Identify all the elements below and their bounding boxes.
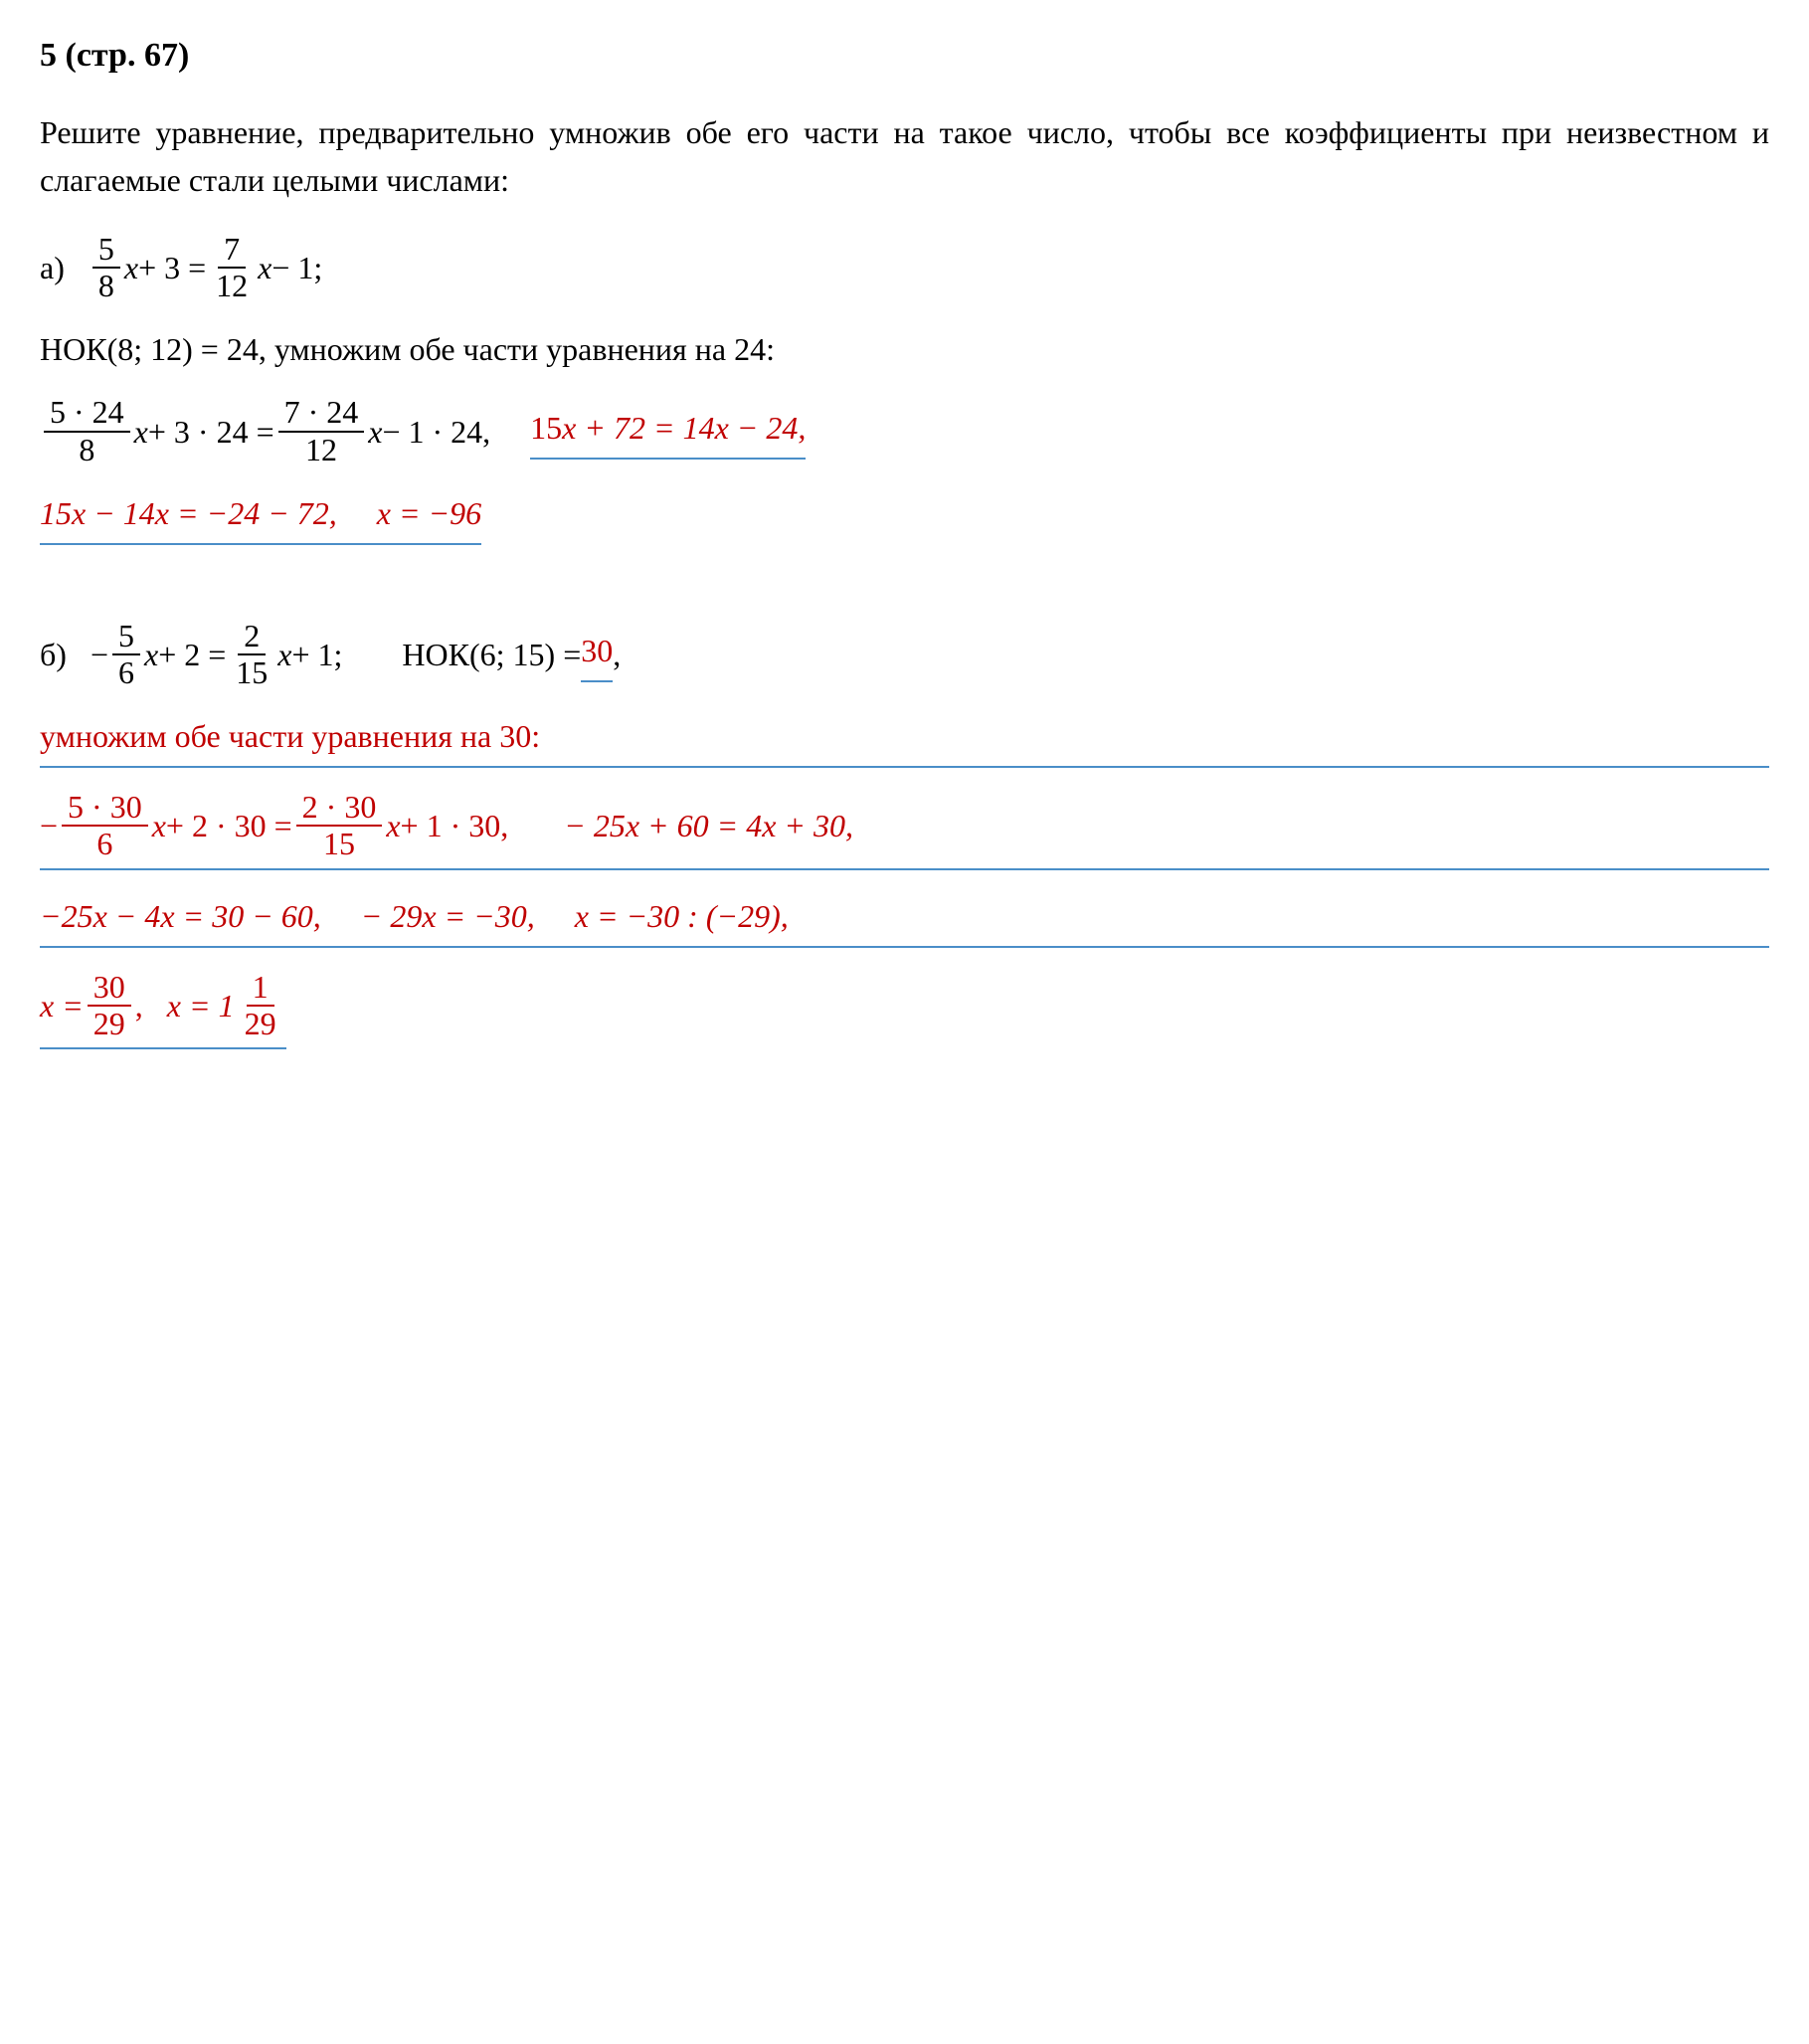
part-a-equation: а) 5 8 x + 3 = 7 12 x − 1; bbox=[40, 232, 1769, 303]
numerator: 2 · 30 bbox=[296, 790, 383, 827]
lcm-value: 30 bbox=[581, 627, 613, 682]
text: − 1 · 24, bbox=[382, 408, 490, 456]
denominator: 6 bbox=[90, 827, 118, 861]
fraction: 2 15 bbox=[230, 619, 273, 690]
denominator: 15 bbox=[317, 827, 361, 861]
answer-fraction: x = 30 29 , x = 1 1 29 bbox=[40, 970, 286, 1049]
text: − 1; bbox=[271, 244, 322, 291]
simplified: − 25x + 60 = 4x + 30, bbox=[564, 808, 853, 843]
denominator: 12 bbox=[210, 269, 254, 303]
fraction: 5 · 24 8 bbox=[44, 395, 130, 466]
fraction: 30 29 bbox=[88, 970, 131, 1041]
text: + 2 = bbox=[158, 631, 226, 678]
page-title: 5 (стр. 67) bbox=[40, 30, 1769, 81]
fraction: 5 6 bbox=[112, 619, 140, 690]
part-b-answers: x = 30 29 , x = 1 1 29 bbox=[40, 970, 1769, 1049]
step: −25x − 4x = 30 − 60, bbox=[40, 898, 321, 934]
fraction: 2 · 30 15 bbox=[296, 790, 383, 861]
text: + 1; bbox=[291, 631, 342, 678]
text: + 2 · 30 = bbox=[166, 802, 292, 849]
step: x = −30 : (−29), bbox=[575, 898, 789, 934]
numerator: 7 bbox=[218, 232, 246, 269]
text: x = 1 bbox=[167, 982, 235, 1029]
text: + 3 · 24 = bbox=[148, 408, 274, 456]
numerator: 2 bbox=[238, 619, 266, 655]
part-b-multiply-note: умножим обе части уравнения на 30: bbox=[40, 712, 1769, 768]
text: x = bbox=[40, 982, 84, 1029]
denominator: 15 bbox=[230, 655, 273, 690]
fraction: 7 · 24 12 bbox=[278, 395, 365, 466]
answer: x = −96 bbox=[377, 495, 481, 531]
denominator: 8 bbox=[92, 269, 120, 303]
variable-x: x bbox=[258, 244, 271, 291]
variable-x: x bbox=[134, 408, 148, 456]
fraction: 5 8 bbox=[92, 232, 120, 303]
part-a-expansion: 5 · 24 8 x + 3 · 24 = 7 · 24 12 x − 1 · … bbox=[40, 395, 1769, 466]
part-b-equation: б) − 5 6 x + 2 = 2 15 x + 1; НОК(6; 15) … bbox=[40, 619, 1769, 690]
variable-x: x bbox=[124, 244, 138, 291]
variable-x: x bbox=[386, 802, 400, 849]
denominator: 6 bbox=[112, 655, 140, 690]
step: 15x − 14x = −24 − 72, x = −96 bbox=[40, 489, 481, 545]
numerator: 5 bbox=[92, 232, 120, 269]
text: 15x − 14x = −24 − 72, bbox=[40, 495, 337, 531]
variable-x: x bbox=[277, 631, 291, 678]
comma: , bbox=[613, 631, 621, 678]
step: − 29x = −30, bbox=[361, 898, 535, 934]
numerator: 1 bbox=[247, 970, 274, 1007]
part-b-expansion: − 5 · 30 6 x + 2 · 30 = 2 · 30 15 x + 1 … bbox=[40, 790, 1769, 869]
part-a-solution: 15x − 14x = −24 − 72, x = −96 bbox=[40, 489, 1769, 545]
numerator: 5 · 30 bbox=[62, 790, 148, 827]
text: x + 72 = 14x − 24, bbox=[562, 410, 806, 446]
variable-x: x bbox=[368, 408, 382, 456]
part-b-label: б) bbox=[40, 631, 67, 678]
text: + 3 = bbox=[138, 244, 206, 291]
part-a-label: а) bbox=[40, 244, 65, 291]
denominator: 12 bbox=[299, 433, 343, 467]
numerator: 5 bbox=[112, 619, 140, 655]
denominator: 29 bbox=[88, 1007, 131, 1041]
numerator: 30 bbox=[88, 970, 131, 1007]
denominator: 29 bbox=[239, 1007, 282, 1041]
part-a-lcm: НОК(8; 12) = 24, умножим обе части уравн… bbox=[40, 325, 1769, 373]
text: 15 bbox=[530, 410, 562, 446]
part-b-steps: −25x − 4x = 30 − 60, − 29x = −30, x = −3… bbox=[40, 892, 1769, 948]
part-a-simplified: 15x + 72 = 14x − 24, bbox=[530, 404, 806, 460]
text: + 1 · 30, bbox=[401, 802, 509, 849]
lcm-label: НОК(6; 15) = bbox=[402, 631, 581, 678]
numerator: 7 · 24 bbox=[278, 395, 365, 432]
variable-x: x bbox=[144, 631, 158, 678]
numerator: 5 · 24 bbox=[44, 395, 130, 432]
denominator: 8 bbox=[73, 433, 100, 467]
neg-sign: − bbox=[90, 631, 108, 678]
fraction: 1 29 bbox=[239, 970, 282, 1041]
fraction: 5 · 30 6 bbox=[62, 790, 148, 861]
neg-sign: − bbox=[40, 802, 58, 849]
intro-paragraph: Решите уравнение, предварительно умножив… bbox=[40, 108, 1769, 204]
fraction: 7 12 bbox=[210, 232, 254, 303]
comma: , bbox=[135, 982, 143, 1029]
variable-x: x bbox=[152, 802, 166, 849]
